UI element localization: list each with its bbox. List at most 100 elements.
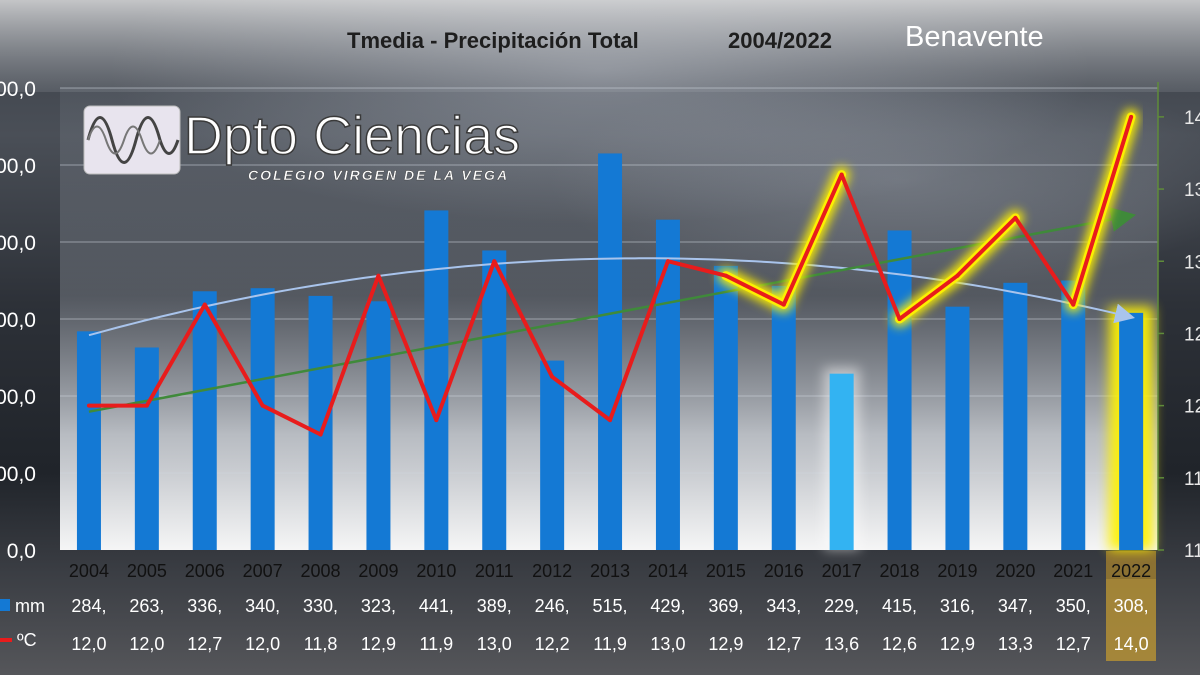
category-label-2020: 2020	[995, 561, 1035, 581]
category-label-2009: 2009	[358, 561, 398, 581]
temp-value-2015: 12,9	[708, 634, 743, 654]
trendline-temp	[88, 207, 1137, 413]
bar-2019	[945, 306, 970, 550]
category-label-2018: 2018	[880, 561, 920, 581]
temp-value-2013: 11,9	[593, 634, 627, 654]
logo: Dpto Ciencias COLEGIO VIRGEN DE LA VEGA	[83, 105, 521, 183]
left-axis: 0,0 100,0 200,0 300,0 400,0 500,0 600,0	[0, 78, 36, 563]
chart-period: 2004/2022	[728, 28, 832, 53]
category-label-2012: 2012	[532, 561, 572, 581]
left-tick-label: 300,0	[0, 309, 36, 332]
bar-2021	[1061, 280, 1086, 550]
temp-value-2011: 13,0	[477, 634, 512, 654]
temp-point-2010	[434, 418, 439, 423]
temp-value-2006: 12,7	[187, 634, 222, 654]
mm-value-2005: 263,	[129, 596, 164, 616]
mm-value-2019: 316,	[940, 596, 975, 616]
category-label-2021: 2021	[1053, 561, 1093, 581]
temp-point-2004	[86, 403, 91, 408]
temp-value-2007: 12,0	[245, 634, 280, 654]
mm-value-2010: 441,	[419, 596, 454, 616]
bar-2014	[655, 219, 680, 551]
left-tick-label: 0,0	[7, 540, 36, 563]
temp-point-2015	[723, 273, 728, 278]
left-tick-label: 600,0	[0, 78, 36, 101]
temp-value-2019: 12,9	[940, 634, 975, 654]
category-label-2019: 2019	[937, 561, 977, 581]
temp-value-2018: 12,6	[882, 634, 917, 654]
temp-value-2005: 12,0	[129, 634, 164, 654]
category-label-2006: 2006	[185, 561, 225, 581]
bar-2004	[76, 331, 101, 550]
mm-value-2018: 415,	[882, 596, 917, 616]
bar-2009	[366, 301, 391, 550]
category-label-2011: 2011	[475, 561, 514, 581]
bar-2020	[1003, 282, 1028, 550]
category-label-2017: 2017	[822, 561, 862, 581]
data-table: 284, 263, 336, 340, 330, 323, 441, 389, 246, 515,…	[71, 596, 1148, 654]
temp-point-2006	[202, 302, 207, 307]
bar-2008	[308, 295, 333, 550]
bar-series-mm	[76, 153, 1154, 551]
mm-value-2013: 515,	[593, 596, 628, 616]
mm-value-2008: 330,	[303, 596, 338, 616]
category-label-2008: 2008	[301, 561, 341, 581]
mm-value-2007: 340,	[245, 596, 280, 616]
wave-icon	[86, 116, 180, 164]
right-tick-label: 12	[1184, 397, 1200, 418]
temp-point-2005	[144, 403, 149, 408]
bar-2005	[134, 347, 159, 550]
left-tick-label: 500,0	[0, 155, 36, 178]
category-label-2007: 2007	[243, 561, 283, 581]
legend-temp: ºC	[0, 630, 37, 650]
temp-point-2011	[492, 259, 497, 264]
temp-value-2022: 14,0	[1114, 634, 1149, 654]
bar-2013	[598, 153, 623, 550]
bar-2012	[540, 360, 565, 550]
temp-value-2012: 12,2	[535, 634, 570, 654]
mm-value-2009: 323,	[361, 596, 396, 616]
category-label-2005: 2005	[127, 561, 167, 581]
category-axis: 2004 2005 2006 2007 2008 2009 2010 2011 2012 2013…	[69, 561, 1151, 581]
table-highlight-2022-header	[1106, 551, 1156, 579]
bar-2015	[713, 265, 738, 550]
legend-mm-label: mm	[15, 596, 45, 616]
mm-value-2020: 347,	[998, 596, 1033, 616]
temp-value-2008: 11,8	[304, 634, 338, 654]
mm-value-2017: 229,	[824, 596, 859, 616]
temp-value-2016: 12,7	[766, 634, 801, 654]
category-label-2022: 2022	[1111, 561, 1151, 581]
temp-value-2009: 12,9	[361, 634, 396, 654]
temp-point-2007	[260, 403, 265, 408]
temp-value-2014: 13,0	[650, 634, 685, 654]
mm-value-2012: 246,	[535, 596, 570, 616]
left-tick-label: 400,0	[0, 232, 36, 255]
mm-value-2021: 350,	[1056, 596, 1091, 616]
logo-box	[83, 105, 181, 175]
bar-2006	[192, 291, 217, 550]
category-label-2004: 2004	[69, 561, 109, 581]
mm-value-2015: 369,	[708, 596, 743, 616]
temp-value-2010: 11,9	[419, 634, 453, 654]
right-tick-label: 13	[1184, 252, 1200, 273]
temp-value-2004: 12,0	[71, 634, 106, 654]
temp-point-2016	[781, 302, 786, 307]
category-label-2014: 2014	[648, 561, 688, 581]
temp-point-2013	[608, 418, 613, 423]
temp-point-2017	[839, 172, 844, 177]
mm-value-2022: 308,	[1114, 596, 1149, 616]
temp-value-2017: 13,6	[824, 634, 859, 654]
mm-value-2014: 429,	[650, 596, 685, 616]
temp-point-2008	[318, 432, 323, 437]
temp-point-2012	[550, 374, 555, 379]
bar-2010	[424, 210, 449, 550]
right-axis: 11 11 12 12 13 13 14	[1157, 82, 1200, 562]
temp-point-2014	[665, 259, 670, 264]
legend-mm-swatch	[0, 599, 10, 611]
right-tick-label: 13	[1184, 180, 1200, 201]
temp-value-2020: 13,3	[998, 634, 1033, 654]
chart-location: Benavente	[905, 21, 1044, 53]
bar-2017	[829, 373, 854, 550]
logo-title: Dpto Ciencias	[184, 106, 520, 166]
